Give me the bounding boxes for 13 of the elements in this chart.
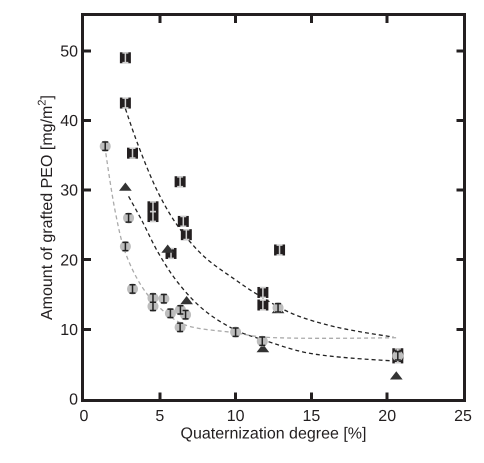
x-tick-label: 15: [302, 408, 320, 425]
x-axis-title: Quaternization degree [%]: [180, 426, 366, 443]
x-tick-label: 20: [378, 408, 396, 425]
line-series: [128, 196, 391, 362]
y-tick-label: 30: [60, 182, 78, 200]
y-tick-label: 50: [60, 43, 78, 60]
y-tick-label: 40: [60, 113, 78, 130]
x-tick-label: 10: [226, 408, 245, 425]
x-tick-label: 25: [454, 408, 472, 425]
y-tick-label: 0: [69, 392, 78, 409]
y-tick-label: 20: [60, 252, 78, 270]
y-tick-label: 10: [60, 322, 78, 339]
x-tick-label: 5: [155, 408, 164, 425]
